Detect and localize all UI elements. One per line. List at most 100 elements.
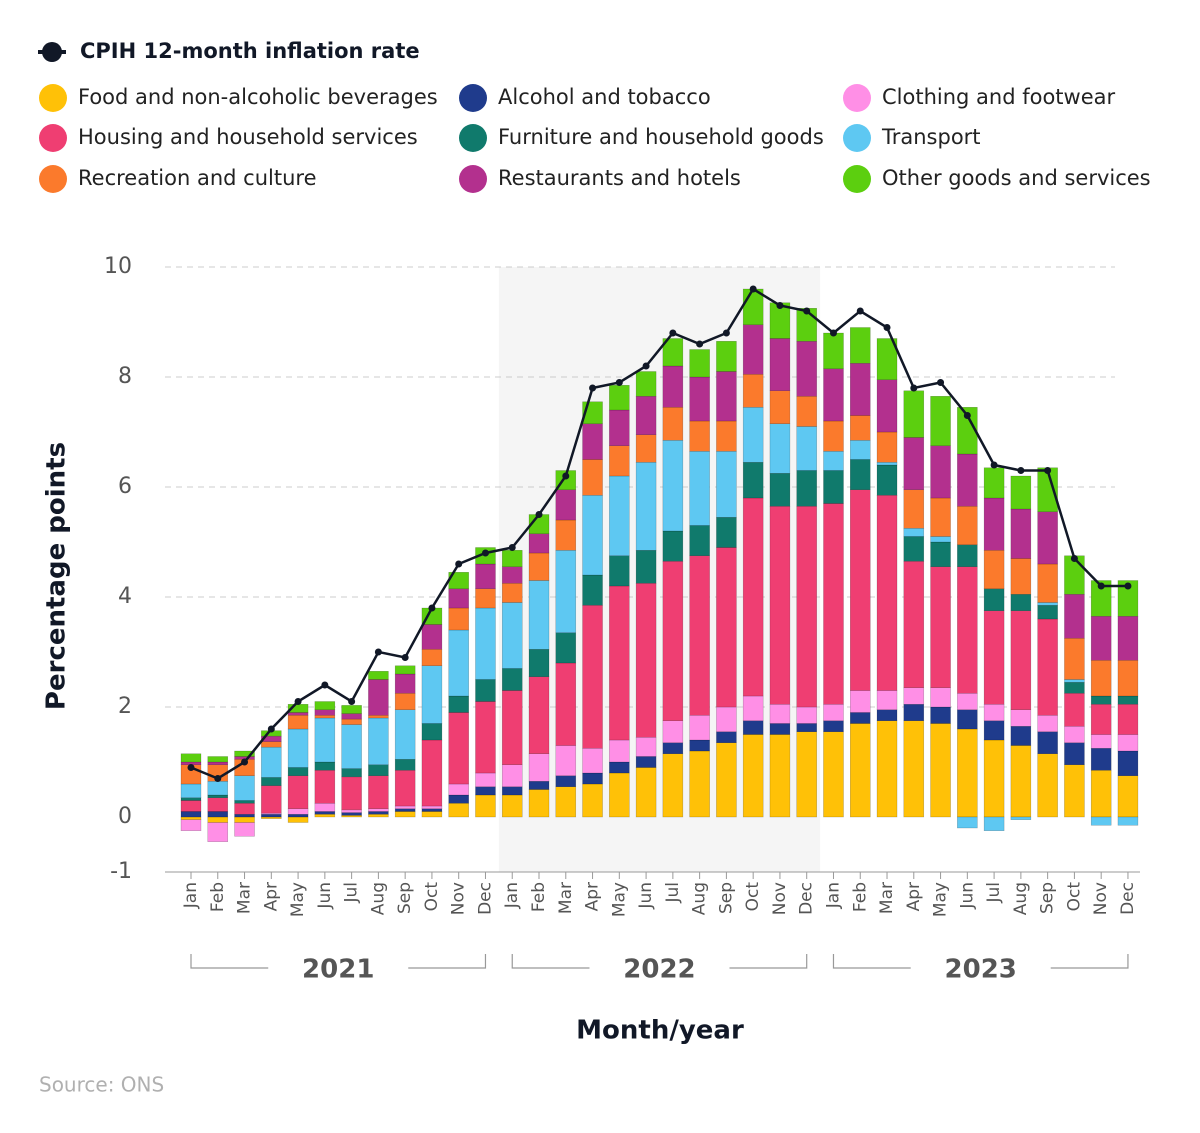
bar-segment [528,753,550,782]
bar-segment [1090,660,1112,697]
bar-segment [957,709,978,730]
bar-segment [180,800,202,812]
bar-segment [662,720,684,743]
bar-segment [850,327,871,364]
bar-segment [957,407,978,455]
bar-segment [635,396,657,435]
bar-segment [1090,704,1112,735]
bar-segment [983,739,1005,818]
bar-segment [983,497,1005,551]
bar-segment [1117,616,1139,661]
bar-segment [501,794,523,818]
bar-segment [876,690,898,710]
bar-segment [501,566,523,584]
x-tick-label: Feb [529,882,549,912]
bar-segment [1117,816,1139,826]
bar-segment [528,552,550,581]
bar-segment [421,649,443,666]
year-bracket [511,954,808,969]
bar-segment [903,437,925,490]
bar-segment [983,550,1005,589]
bar-segment [341,718,362,725]
bar-segment [207,756,229,763]
bar-segment [796,506,817,708]
bar-segment [850,690,871,713]
cpih-point [963,412,971,419]
bar-segment [635,371,657,397]
bar-segment [716,451,737,518]
bar-segment [261,777,282,786]
x-tick-label: Apr [261,882,281,911]
bar-segment [609,385,630,411]
x-tick-label: Oct [743,882,763,912]
bar-segment [635,550,657,584]
bar-segment [1010,745,1032,818]
bar-segment [850,363,871,416]
legend-label: CPIH 12-month inflation rate [80,39,420,63]
bar-segment [983,816,1005,831]
bar-segment [850,440,871,460]
x-tick-label: Aug [368,882,388,915]
bar-segment [1037,511,1058,565]
cpih-point [374,648,382,656]
bar-segment [742,720,764,735]
cpih-point [348,698,356,705]
bar-segment [876,720,898,818]
bar-segment [314,803,336,812]
bar-segment [823,720,844,732]
x-tick-label: Mar [877,882,897,914]
bar-segment [448,607,469,631]
bar-segment [662,561,684,721]
bar-segment [609,739,630,763]
legend-label: Clothing and footwear [882,85,1116,109]
bar-segment [448,794,469,804]
bar-segment [394,770,416,807]
bar-segment [475,701,496,774]
year-label: 2021 [302,955,374,985]
bar-segment [742,374,764,408]
bar-segment [662,338,684,367]
bar-segment [903,536,925,562]
bar-segment [930,445,951,499]
legend-line-dot [42,42,62,62]
bar-segment [1064,638,1085,680]
x-tick-label: May [609,882,629,917]
bar-segment [368,717,389,765]
year-label: 2022 [623,955,695,985]
bar-segment [180,797,202,801]
bar-segment [261,746,282,778]
legend-swatch [843,165,871,193]
bar-segment [769,390,791,424]
x-tick-label: Jan [181,882,201,909]
bar-segment [742,497,764,697]
bar-segment [957,693,978,710]
y-tick-label: -1 [110,859,132,884]
y-tick-label: 2 [118,694,132,719]
bar-segment [983,467,1005,499]
bar-segment [903,489,925,529]
bar-segment [930,723,951,818]
bar-segment [635,462,657,551]
bar-segment [876,462,898,466]
legend-label: Recreation and culture [78,166,317,190]
bar-segment [287,775,309,809]
cpih-point [508,544,516,551]
bar-segment [983,588,1005,611]
bar-segment [582,574,603,606]
x-tick-label: Sep [1038,882,1058,914]
bar-segment [1090,580,1112,617]
bar-segment [475,794,496,818]
bar-segment [528,649,550,677]
bar-segment [609,761,630,774]
bar-segment [689,349,710,378]
bar-segment [555,519,577,551]
bar-segment [314,811,336,815]
legend-label: Furniture and household goods [498,125,824,149]
bar-segment [1037,602,1058,606]
bar-segment [689,715,710,741]
bar-segment [796,470,817,507]
x-tick-label: Sep [395,882,415,914]
cpih-point [428,604,436,612]
bar-segment [635,737,657,757]
x-tick-label: Dec [797,882,817,915]
